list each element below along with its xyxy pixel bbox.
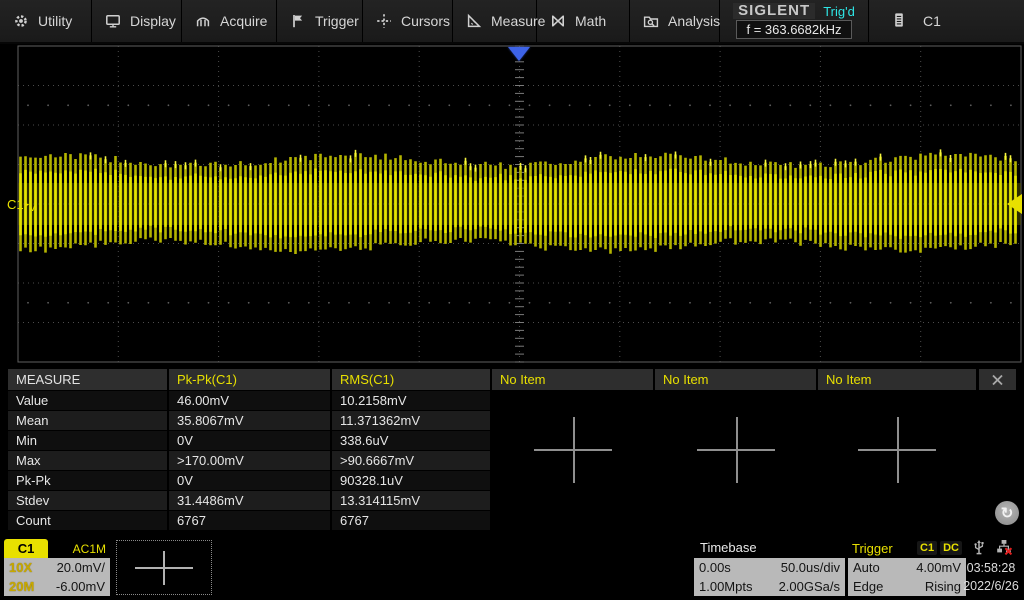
trigger-position-marker[interactable] [508, 47, 530, 61]
measure-row-label: Pk-Pk [8, 471, 167, 490]
gear-icon [13, 13, 29, 29]
probe-attenuation-label: 10X [9, 560, 33, 575]
measure-column-header-3[interactable]: No Item [492, 369, 653, 390]
usb-icon[interactable] [971, 539, 987, 558]
measure-column-header-4[interactable]: No Item [655, 369, 816, 390]
measure-value-cell: >170.00mV [169, 451, 330, 470]
trigger-coupling-chip: DC [940, 541, 962, 555]
timebase-descriptor-box[interactable]: Timebase 0.00s 50.0us/div 1.00Mpts 2.00G… [694, 538, 845, 597]
measure-value-cell: 31.4486mV [169, 491, 330, 510]
measure-close-button[interactable] [979, 369, 1016, 390]
trigger-level-marker[interactable] [1007, 194, 1022, 214]
lan-disconnected-icon[interactable] [996, 539, 1012, 558]
plus-icon [163, 551, 165, 585]
system-status-block: 03:58:28 2022/6/26 [960, 538, 1022, 597]
measure-row-label: Stdev [8, 491, 167, 510]
menu-item-math[interactable]: Math [537, 0, 630, 42]
sample-rate-value: 2.00GSa/s [778, 579, 840, 594]
measure-value-cell: 6767 [169, 511, 330, 530]
timebase-delay-value: 0.00s [699, 560, 731, 575]
measure-row-label: Min [8, 431, 167, 450]
menu-item-label: Cursors [401, 13, 451, 29]
menu-item-label: Trigger [315, 13, 359, 29]
clock-time[interactable]: 03:58:28 [966, 561, 1016, 575]
measure-value-cell: 338.6uV [332, 431, 490, 450]
menu-item-label: Analysis [668, 13, 721, 29]
measure-panel-title[interactable]: MEASURE [8, 369, 167, 390]
channel-offset-arrow-icon: ▸ [24, 199, 30, 209]
add-channel-button[interactable] [116, 540, 212, 595]
channel-menu-label: C1 [923, 13, 941, 29]
graticule-and-trace [17, 45, 1022, 363]
volts-per-div-value: 20.0mV/ [56, 560, 105, 575]
display-icon [105, 13, 121, 29]
flag-icon [290, 13, 306, 29]
measure-column-header-1[interactable]: Pk-Pk(C1) [169, 369, 330, 390]
cursors-icon [376, 13, 392, 29]
measure-icon [466, 13, 482, 29]
measure-value-cell: 0V [169, 431, 330, 450]
channel-offset-marker[interactable]: C1 ▸ v [7, 197, 36, 214]
measure-row-label: Mean [8, 411, 167, 430]
channel-offset-label: C1 [7, 197, 24, 212]
menu-item-label: Acquire [220, 13, 268, 29]
measure-row-label: Max [8, 451, 167, 470]
measure-value-cell: 90328.1uV [332, 471, 490, 490]
measure-value-cell: 6767 [332, 511, 490, 530]
measure-value-cell: 46.00mV [169, 391, 330, 410]
menu-item-label: Math [575, 13, 607, 29]
bottom-status-bar: C1 AC1M 10X 20.0mV/ 20M -6.00mV Timebase… [0, 535, 1024, 600]
measure-row-label: Count [8, 511, 167, 530]
trigger-mode-value: Auto [853, 560, 880, 575]
analysis-icon [643, 13, 659, 29]
trigger-level-value: 4.00mV [916, 560, 961, 575]
siglent-logo: SIGLENT [733, 3, 816, 19]
menu-item-label: Display [130, 13, 176, 29]
list-icon [891, 12, 907, 31]
trigger-source-chip: C1 [917, 541, 938, 555]
trigger-slope-value: Rising [924, 579, 961, 594]
menu-item-trigger[interactable]: Trigger [277, 0, 363, 42]
measure-value-cell: >90.6667mV [332, 451, 490, 470]
refresh-gesture-icon[interactable]: ↻ [995, 501, 1019, 525]
measure-panel: ↻ MEASURE Pk-Pk(C1) RMS(C1) No Item No Item N… [0, 368, 1024, 532]
measure-value-cell: 11.371362mV [332, 411, 490, 430]
memory-depth-value: 1.00Mpts [699, 579, 753, 594]
trigger-type-value: Edge [853, 579, 884, 594]
waveform-display[interactable]: C1 ▸ v [0, 44, 1024, 364]
menu-item-label: Utility [38, 13, 73, 29]
channel-badge: C1 [4, 539, 48, 558]
frequency-readout: f = 363.6682kHz [736, 20, 852, 39]
brand-block: SIGLENT Trig'd f = 363.6682kHz [720, 0, 869, 42]
trigger-descriptor-box[interactable]: Trigger C1 DC Auto 4.00mV Edge Rising [848, 538, 966, 597]
measure-column-header-5[interactable]: No Item [818, 369, 976, 390]
bandwidth-limit-label: 20M [9, 579, 35, 594]
timebase-scale-value: 50.0us/div [780, 560, 840, 575]
trigger-status-label: Trig'd [823, 3, 855, 19]
menu-item-utility[interactable]: Utility [0, 0, 92, 42]
trigger-title: Trigger [852, 540, 893, 556]
channel-coupling-label: AC1M [72, 542, 106, 556]
measure-value-cell: 0V [169, 471, 330, 490]
channel-offset-sub: v [30, 203, 36, 214]
channel-descriptor-box[interactable]: C1 AC1M 10X 20.0mV/ 20M -6.00mV [4, 538, 110, 597]
clock-date[interactable]: 2022/6/26 [963, 579, 1019, 593]
measure-row-label: Value [8, 391, 167, 410]
menu-item-label: Measure [491, 13, 546, 29]
measure-value-cell: 35.8067mV [169, 411, 330, 430]
measure-value-cell: 10.2158mV [332, 391, 490, 410]
menu-item-analysis[interactable]: Analysis [630, 0, 720, 42]
timebase-title: Timebase [700, 540, 757, 555]
measure-column-header-2[interactable]: RMS(C1) [332, 369, 490, 390]
menu-item-acquire[interactable]: Acquire [182, 0, 277, 42]
menu-item-display[interactable]: Display [92, 0, 182, 42]
menu-item-measure[interactable]: Measure [453, 0, 545, 42]
top-menu-bar: Utility Display Acquire Trigger Cursors Measu… [0, 0, 1024, 44]
menu-item-channel[interactable]: C1 [869, 0, 1024, 42]
acquire-icon [195, 13, 211, 29]
channel-offset-value: -6.00mV [55, 579, 105, 594]
menu-item-cursors[interactable]: Cursors [363, 0, 453, 42]
measure-value-cell: 13.314115mV [332, 491, 490, 510]
math-icon [550, 13, 566, 29]
